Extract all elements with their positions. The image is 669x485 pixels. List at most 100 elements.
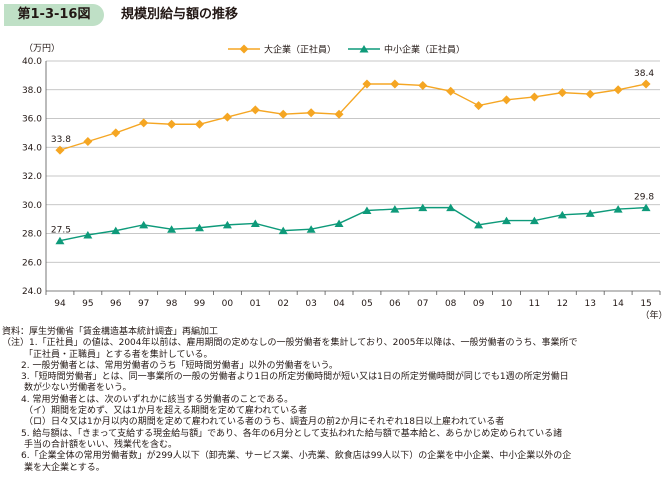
note-3-cont: 数が少ない労働者をいう。 — [24, 383, 132, 394]
data-point-triangle — [195, 223, 204, 232]
y-axis-unit-label: （万円） — [24, 43, 60, 54]
note-3: 3.「短時間労働者」とは、同一事業所の一般の労働者より1日の所定労働時間が短い又… — [21, 372, 569, 383]
data-label: 33.8 — [51, 135, 71, 145]
y-tick-label: 30.0 — [22, 201, 42, 211]
data-point-diamond — [446, 86, 456, 96]
data-point-triangle — [222, 220, 232, 229]
data-point-diamond — [585, 89, 595, 99]
figure-number-tag: 第1-3-16図 — [4, 4, 104, 26]
data-point-diamond — [111, 128, 121, 138]
data-point-triangle — [334, 219, 344, 227]
series-large: 33.8 38.4 — [51, 69, 654, 155]
data-point-diamond — [306, 108, 316, 118]
data-point-diamond — [250, 105, 260, 115]
x-tick-label: 02 — [278, 299, 289, 309]
data-point-triangle — [641, 203, 651, 212]
x-tick-label: 97 — [138, 299, 149, 309]
y-tick-label: 40.0 — [22, 57, 42, 67]
x-tick-label: 06 — [389, 299, 401, 309]
chart-series: 33.8 38.4 27.5 29.8 — [51, 69, 654, 245]
data-point-triangle — [557, 210, 567, 219]
data-point-diamond — [83, 137, 93, 146]
x-axis-unit-label: （年） — [640, 309, 667, 321]
data-label: 27.5 — [51, 226, 71, 236]
figure-header: 第1-3-16図 規模別給与額の推移 — [0, 0, 669, 30]
x-tick-label: 04 — [333, 299, 345, 309]
data-point-diamond — [529, 92, 539, 102]
note-6-cont: 業を大企業とする。 — [24, 462, 105, 473]
note-4-i: （イ）期間を定めず、又は1か月を超える期間を定めて雇われている者 — [24, 406, 308, 417]
figure-title: 規模別給与額の推移 — [121, 7, 239, 22]
chart-legend: 大企業（正社員） 中小企業（正社員） — [228, 44, 465, 56]
data-point-diamond — [239, 44, 249, 54]
data-point-triangle — [250, 219, 260, 227]
x-tick-label: 15 — [640, 299, 651, 309]
x-tick-label: 11 — [529, 299, 540, 309]
data-point-triangle — [362, 206, 372, 214]
data-point-diamond — [502, 95, 511, 105]
note-2: 2. 一般労働者とは、常用労働者のうち「短時間労働者」以外の労働者をいう。 — [21, 360, 338, 371]
y-tick-label: 32.0 — [22, 172, 42, 182]
axes: 24.0 26.0 28.0 30.0 32.0 34.0 36.0 38.0 40.0 94 95… — [22, 57, 661, 309]
y-tick-label: 36.0 — [22, 115, 42, 125]
data-point-diamond — [362, 79, 372, 89]
data-point-diamond — [167, 119, 177, 129]
series-line — [59, 83, 647, 151]
x-tick-label: 98 — [166, 299, 178, 309]
data-point-triangle — [306, 225, 316, 233]
legend-item: 中小企業（正社員） — [348, 44, 465, 56]
data-point-triangle — [613, 205, 623, 213]
note-6: 6.「企業全体の常用労働者数」が299人以下（卸売業、サービス業、小売業、飲食店… — [21, 451, 572, 462]
data-point-triangle — [390, 205, 400, 213]
data-point-triangle — [446, 203, 456, 212]
x-tick-label: 94 — [54, 299, 66, 309]
x-tick-label: 13 — [585, 299, 596, 309]
data-label: 29.8 — [634, 193, 654, 203]
x-tick-label: 96 — [110, 299, 122, 309]
note-5: 5. 給与額は、「きまって支給する現金給与額」であり、各年の6月分として支払われ… — [21, 428, 563, 439]
x-tick-label: 12 — [557, 299, 568, 309]
data-point-diamond — [139, 118, 149, 128]
x-tick-label: 14 — [612, 299, 624, 309]
legend-label: 中小企業（正社員） — [384, 44, 465, 56]
data-point-triangle — [139, 220, 149, 229]
y-tick-label: 24.0 — [22, 287, 42, 297]
data-point-triangle — [585, 209, 595, 217]
series-small: 27.5 29.8 — [51, 193, 654, 245]
data-point-triangle — [111, 226, 121, 235]
note-1: （注）1.「正社員」の値は、2004年以前は、雇用期間の定めなしの一般労働者を集… — [2, 338, 578, 349]
data-point-triangle — [278, 226, 288, 235]
note-4: 4. 常用労働者とは、次のいずれかに該当する労働者のことである。 — [21, 394, 294, 405]
x-tick-label: 05 — [361, 299, 372, 309]
data-point-diamond — [278, 109, 288, 119]
chart-notes: 資料：厚生労働省「賃金構造基本統計調査」再編加工 （注）1.「正社員」の値は、2… — [2, 327, 666, 474]
data-point-triangle — [418, 203, 428, 212]
data-point-triangle — [502, 216, 511, 225]
data-label: 38.4 — [634, 69, 654, 79]
x-tick-label: 00 — [222, 299, 234, 309]
y-tick-label: 38.0 — [22, 86, 42, 96]
data-point-triangle — [55, 236, 65, 245]
data-point-triangle — [83, 230, 93, 239]
legend-label: 大企業（正社員） — [264, 44, 336, 56]
x-tick-label: 95 — [82, 299, 93, 309]
data-point-triangle — [167, 225, 177, 233]
data-point-triangle — [529, 216, 539, 225]
data-point-diamond — [641, 79, 651, 89]
source-note: 資料：厚生労働省「賃金構造基本統計調査」再編加工 — [2, 327, 219, 337]
y-tick-label: 26.0 — [22, 258, 42, 268]
note-4-ro: （ロ）日々又は1か月以内の期間を定めて雇われている者のうち、調査月の前2か月にそ… — [24, 417, 505, 428]
x-tick-label: 03 — [305, 299, 316, 309]
data-point-diamond — [557, 88, 567, 98]
data-point-diamond — [195, 119, 204, 129]
grid-lines — [46, 60, 660, 263]
note-5-cont: 手当の合計額をいい、残業代を含む。 — [24, 439, 178, 450]
data-point-diamond — [55, 145, 65, 155]
x-tick-label: 01 — [250, 299, 261, 309]
x-tick-label: 99 — [194, 299, 206, 309]
line-chart: 24.0 26.0 28.0 30.0 32.0 34.0 36.0 38.0 40.0 94 95… — [22, 43, 668, 321]
y-tick-label: 28.0 — [22, 230, 42, 240]
x-tick-label: 09 — [473, 299, 485, 309]
data-point-diamond — [222, 112, 232, 122]
note-1-cont: 「正社員・正職員」とする者を集計している。 — [24, 349, 213, 360]
